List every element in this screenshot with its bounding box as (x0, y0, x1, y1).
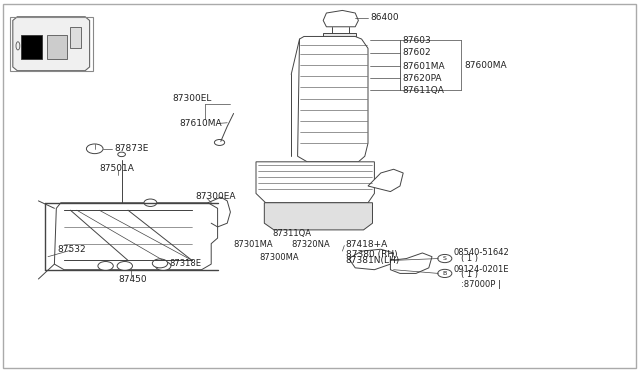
Polygon shape (47, 35, 67, 59)
Text: 87300MA: 87300MA (260, 253, 300, 262)
Circle shape (86, 144, 103, 154)
Polygon shape (323, 33, 356, 38)
Polygon shape (390, 253, 432, 273)
Circle shape (118, 152, 125, 157)
Circle shape (144, 199, 157, 206)
Text: 87601MA: 87601MA (402, 62, 445, 71)
Ellipse shape (16, 42, 20, 50)
Polygon shape (368, 169, 403, 192)
Circle shape (214, 140, 225, 145)
Circle shape (98, 262, 113, 270)
Text: :87000P |: :87000P | (461, 280, 500, 289)
Text: 87320NA: 87320NA (291, 240, 330, 249)
Circle shape (156, 262, 171, 270)
Text: 09124-0201E: 09124-0201E (453, 265, 509, 274)
Polygon shape (298, 36, 368, 162)
Text: 87611QA: 87611QA (402, 86, 444, 94)
Polygon shape (70, 26, 81, 48)
Text: ( 1 ): ( 1 ) (461, 254, 478, 263)
Circle shape (117, 262, 132, 270)
Text: 87602: 87602 (402, 48, 431, 57)
Polygon shape (54, 203, 218, 270)
Text: 87300EL: 87300EL (173, 94, 212, 103)
Polygon shape (349, 249, 394, 270)
Text: 87301MA: 87301MA (234, 240, 273, 249)
Text: 08540-51642: 08540-51642 (453, 248, 509, 257)
Text: S: S (443, 256, 447, 261)
Text: 87418+A: 87418+A (346, 240, 388, 249)
Text: 86400: 86400 (370, 13, 399, 22)
Text: 87381N(LH): 87381N(LH) (346, 256, 400, 265)
Text: 87603: 87603 (402, 36, 431, 45)
Polygon shape (256, 162, 374, 203)
Circle shape (152, 259, 168, 268)
Text: 87501A: 87501A (99, 164, 134, 173)
Polygon shape (323, 10, 358, 27)
Circle shape (438, 254, 452, 263)
Text: 87600MA: 87600MA (464, 61, 507, 70)
Text: 87873E: 87873E (114, 144, 148, 153)
Text: ( 1 ): ( 1 ) (461, 270, 478, 279)
Text: B: B (443, 271, 447, 276)
Text: 87311QA: 87311QA (272, 229, 311, 238)
Text: 87620PA: 87620PA (402, 74, 442, 83)
Polygon shape (21, 35, 42, 59)
Polygon shape (264, 203, 372, 230)
Text: 87450: 87450 (118, 275, 147, 283)
Text: 87318E: 87318E (170, 259, 202, 268)
Text: 87610MA: 87610MA (179, 119, 222, 128)
Text: 87300EA: 87300EA (195, 192, 236, 201)
Text: 87380 (RH): 87380 (RH) (346, 250, 397, 259)
Polygon shape (13, 17, 90, 71)
Text: 87532: 87532 (58, 246, 86, 254)
Circle shape (438, 269, 452, 278)
